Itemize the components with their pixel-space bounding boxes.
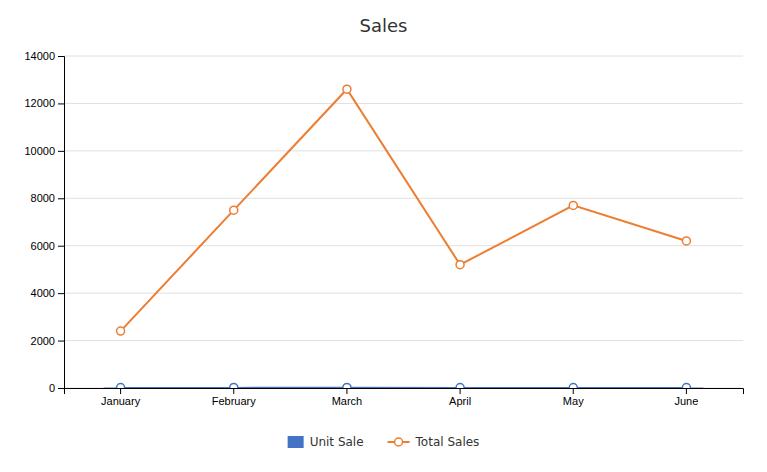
x-tick-mark — [460, 388, 461, 394]
grid-line — [64, 198, 743, 199]
marker — [343, 383, 351, 388]
x-tick-label: May — [563, 395, 584, 407]
y-tick-label: 12000 — [24, 97, 55, 109]
y-tick-mark — [58, 341, 64, 342]
y-tick-mark — [58, 103, 64, 104]
y-tick-label: 8000 — [31, 192, 55, 204]
x-tick-mark — [120, 388, 121, 394]
x-tick-label: June — [674, 395, 698, 407]
y-tick-mark — [58, 151, 64, 152]
x-tick: June — [674, 388, 698, 407]
x-tick-label: January — [101, 395, 141, 407]
x-tick-mark — [686, 388, 687, 394]
y-tick-label: 10000 — [24, 145, 55, 157]
legend-marker — [395, 438, 403, 446]
marker — [230, 383, 238, 388]
y-axis: 0 2000 4000 6000 8000 10000 12000 14000 — [24, 50, 64, 394]
legend: Unit Sale Total Sales — [288, 435, 480, 449]
y-tick: 0 — [49, 382, 64, 394]
y-tick-label: 6000 — [31, 240, 55, 252]
x-tick-label: April — [449, 395, 471, 407]
y-tick: 14000 — [24, 50, 64, 62]
y-tick-mark — [58, 388, 64, 389]
grid-line — [64, 150, 743, 151]
grid-line — [64, 293, 743, 294]
x-tick-mark — [573, 388, 574, 394]
marks — [104, 85, 704, 388]
marker — [117, 384, 125, 388]
y-tick: 4000 — [31, 287, 64, 299]
y-tick: 8000 — [31, 192, 64, 204]
x-tick-mark — [233, 388, 234, 394]
marker — [682, 237, 690, 245]
y-tick: 6000 — [31, 240, 64, 252]
marker — [343, 85, 351, 93]
plot-area: 0 2000 4000 6000 8000 10000 12000 14000 January F… — [24, 50, 743, 407]
chart-title: Sales — [360, 15, 408, 36]
x-tick: May — [563, 388, 584, 407]
marker — [456, 384, 464, 388]
legend-item: Unit Sale — [288, 435, 364, 449]
legend-swatch — [288, 436, 304, 448]
y-tick-label: 14000 — [24, 50, 55, 62]
grid-line — [64, 103, 743, 104]
x-axis-line — [65, 389, 744, 395]
bar-series — [104, 387, 704, 388]
y-tick: 2000 — [31, 335, 64, 347]
line-series — [117, 383, 691, 388]
chart-svg: Sales 0 2000 4000 6000 8000 10000 12000 14000 Jan… — [0, 0, 767, 472]
x-tick-label: March — [332, 395, 363, 407]
y-tick-mark — [58, 56, 64, 57]
legend-item: Total Sales — [388, 435, 480, 449]
y-tick-mark — [58, 293, 64, 294]
y-axis-line — [58, 57, 65, 389]
marker — [682, 384, 690, 388]
y-tick: 12000 — [24, 97, 64, 109]
y-tick: 10000 — [24, 145, 64, 157]
x-tick: January — [101, 388, 141, 407]
grid-line — [64, 56, 743, 57]
line-series — [117, 85, 691, 335]
marker — [456, 261, 464, 269]
y-tick-mark — [58, 198, 64, 199]
x-tick: March — [332, 388, 363, 407]
marker — [569, 384, 577, 388]
legend-label: Unit Sale — [310, 435, 364, 449]
grid-line — [64, 340, 743, 341]
marker — [230, 206, 238, 214]
x-axis: January February March April May June — [65, 388, 744, 407]
x-tick: February — [212, 388, 257, 407]
line — [121, 89, 687, 331]
x-tick: April — [449, 388, 471, 407]
marker — [117, 327, 125, 335]
grid — [64, 56, 743, 388]
legend-label: Total Sales — [415, 435, 480, 449]
y-tick-mark — [58, 246, 64, 247]
x-tick-mark — [346, 388, 347, 394]
x-tick-label: February — [212, 395, 257, 407]
marker — [569, 201, 577, 209]
chart-container: Sales 0 2000 4000 6000 8000 10000 12000 14000 Jan… — [0, 0, 767, 472]
y-tick-label: 2000 — [31, 335, 55, 347]
grid-line — [64, 245, 743, 246]
y-tick-label: 0 — [49, 382, 55, 394]
line — [121, 387, 687, 388]
y-tick-label: 4000 — [31, 287, 55, 299]
